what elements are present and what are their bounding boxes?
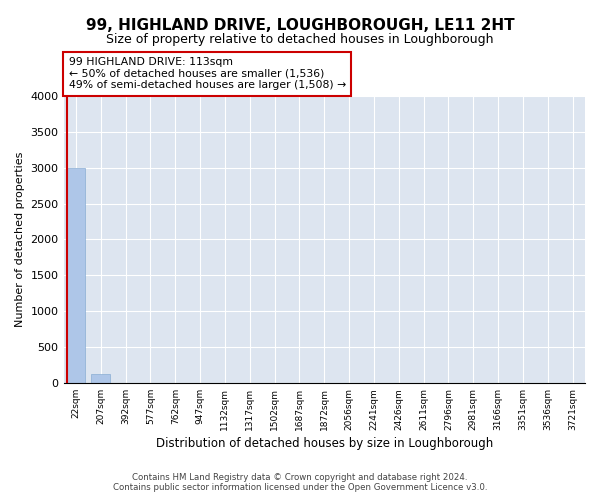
Y-axis label: Number of detached properties: Number of detached properties xyxy=(15,152,25,327)
Text: Contains HM Land Registry data © Crown copyright and database right 2024.
Contai: Contains HM Land Registry data © Crown c… xyxy=(113,473,487,492)
Text: 99, HIGHLAND DRIVE, LOUGHBOROUGH, LE11 2HT: 99, HIGHLAND DRIVE, LOUGHBOROUGH, LE11 2… xyxy=(86,18,514,32)
X-axis label: Distribution of detached houses by size in Loughborough: Distribution of detached houses by size … xyxy=(155,437,493,450)
Text: 99 HIGHLAND DRIVE: 113sqm
← 50% of detached houses are smaller (1,536)
49% of se: 99 HIGHLAND DRIVE: 113sqm ← 50% of detac… xyxy=(69,57,346,90)
Bar xyxy=(67,168,85,383)
Text: Size of property relative to detached houses in Loughborough: Size of property relative to detached ho… xyxy=(106,32,494,46)
Bar xyxy=(91,374,110,383)
